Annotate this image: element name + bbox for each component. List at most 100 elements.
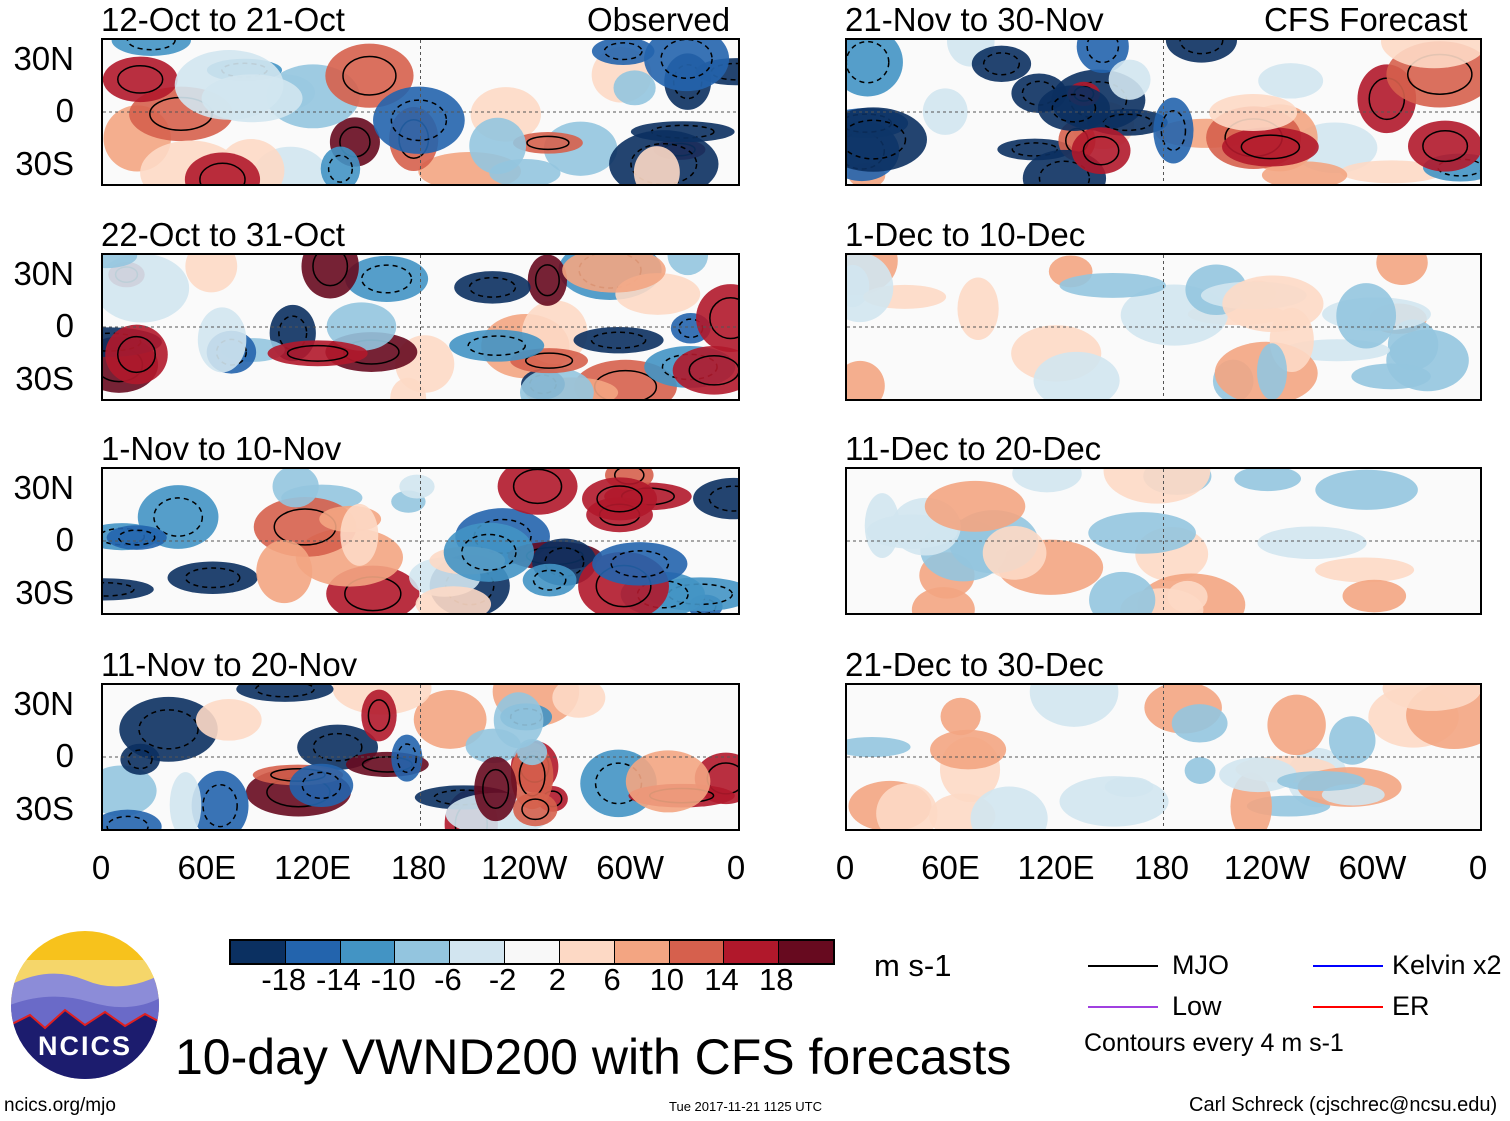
timestamp: Tue 2017-11-21 1125 UTC (669, 1099, 822, 1114)
x-tick-label: 60W (596, 849, 665, 886)
legend-er-line (1313, 1006, 1383, 1008)
anomaly-region (169, 772, 202, 829)
x-tick-label: 0 (1468, 849, 1488, 886)
anomaly-region (672, 346, 738, 395)
mjo-contour (688, 355, 738, 386)
anomaly-region (1209, 94, 1298, 132)
anomaly-region (191, 770, 249, 829)
mjo-contour (390, 99, 448, 142)
mjo-contour (312, 255, 349, 287)
y-tick-label: 0 (55, 737, 74, 774)
anomaly-region (1329, 716, 1376, 765)
mjo-contour (255, 685, 315, 698)
colorbar-swatch (669, 941, 725, 963)
anomaly-region (1340, 160, 1444, 184)
legend-kelvin-label: Kelvin x2 (1392, 950, 1502, 980)
y-tick-label: 30S (15, 145, 74, 182)
mjo-contour (596, 485, 643, 513)
anomaly-region (106, 525, 167, 550)
mjo-contour (202, 783, 238, 828)
anomaly-region (527, 255, 568, 306)
anomaly-region (1315, 469, 1418, 510)
mjo-contour (127, 749, 153, 770)
anomaly-region (449, 329, 545, 362)
colorbar (229, 939, 835, 965)
mjo-contour (278, 315, 308, 351)
units-label: m s-1 (874, 948, 952, 983)
map-panel (101, 683, 740, 831)
y-tick-label: 30N (13, 40, 74, 77)
anomaly-region (696, 284, 738, 353)
x-tick-label: 120W (1223, 849, 1311, 886)
mjo-contour (521, 798, 550, 821)
mjo-contour (544, 547, 585, 578)
map-panel (845, 467, 1482, 615)
anomaly-region (847, 40, 903, 97)
anomaly-region (497, 469, 578, 515)
anomaly-region (667, 255, 709, 276)
anomaly-region (454, 271, 531, 304)
mjo-contour (467, 335, 526, 356)
anomaly-region (493, 692, 544, 749)
legend-er-label: ER (1392, 991, 1430, 1021)
anomaly-region (399, 474, 435, 499)
anomaly-region (1104, 776, 1154, 797)
anomaly-region (1059, 272, 1166, 298)
panel-title: 21-Dec to 30-Dec (845, 646, 1104, 683)
anomaly-region (1336, 283, 1397, 349)
anomaly-region (1382, 685, 1480, 711)
mjo-contour (138, 709, 199, 750)
mjo-contour (1422, 130, 1469, 163)
x-tick-label: 120W (481, 849, 568, 886)
author: Carl Schreck (cjschrec@ncsu.edu) (1189, 1094, 1498, 1116)
mjo-contour (709, 296, 738, 340)
mjo-contour (1051, 93, 1097, 123)
anomaly-region (982, 525, 1047, 580)
mjo-contour (367, 699, 391, 732)
anomaly-region (1103, 469, 1211, 504)
y-tick-label: 0 (55, 92, 74, 129)
mjo-contour (1102, 113, 1153, 132)
anomaly-region (930, 729, 1007, 770)
anomaly-region (1037, 85, 1110, 132)
x-tick-label: 60E (177, 849, 237, 886)
anomaly-region (120, 743, 160, 775)
anomaly-region (1033, 351, 1120, 399)
mjo-contour (184, 567, 241, 589)
anomaly-region (644, 40, 730, 92)
y-tick-label: 30S (15, 574, 74, 611)
mjo-contour (603, 42, 643, 61)
anomaly-region (513, 132, 583, 154)
anomaly-region (103, 809, 162, 829)
anomaly-region (443, 522, 535, 582)
mjo-contour (360, 264, 413, 294)
mjo-contour (199, 162, 246, 184)
panel-title: 22-Oct to 31-Oct (101, 216, 345, 253)
anomaly-region (105, 324, 168, 385)
anomaly-region (552, 685, 606, 718)
anomaly-region (103, 255, 138, 269)
colorbar-swatch (450, 941, 506, 963)
y-tick-label: 30S (15, 790, 74, 827)
anomaly-region (562, 255, 666, 293)
anomaly-region (970, 786, 1048, 829)
anomaly-region (1381, 40, 1480, 69)
anomaly-region (1219, 757, 1297, 793)
y-tick-label: 0 (55, 307, 74, 344)
mjo-contour (708, 485, 738, 512)
anomaly-region (582, 477, 658, 521)
anomaly-region (1261, 161, 1348, 184)
map-panel (101, 253, 740, 401)
site-link[interactable]: ncics.org/mjo (4, 1095, 116, 1116)
anomaly-region (1376, 255, 1428, 285)
anomaly-region (1012, 469, 1082, 493)
colorbar-swatch (724, 941, 780, 963)
colorbar-label: 14 (704, 962, 739, 997)
x-tick-label: 180 (390, 849, 447, 886)
x-tick-label: 0 (726, 849, 746, 886)
anomaly-region (272, 469, 319, 508)
mjo-contour (1240, 134, 1301, 160)
colorbar-swatch (559, 941, 615, 963)
anomaly-region (184, 152, 261, 184)
colorbar-swatch (614, 941, 670, 963)
